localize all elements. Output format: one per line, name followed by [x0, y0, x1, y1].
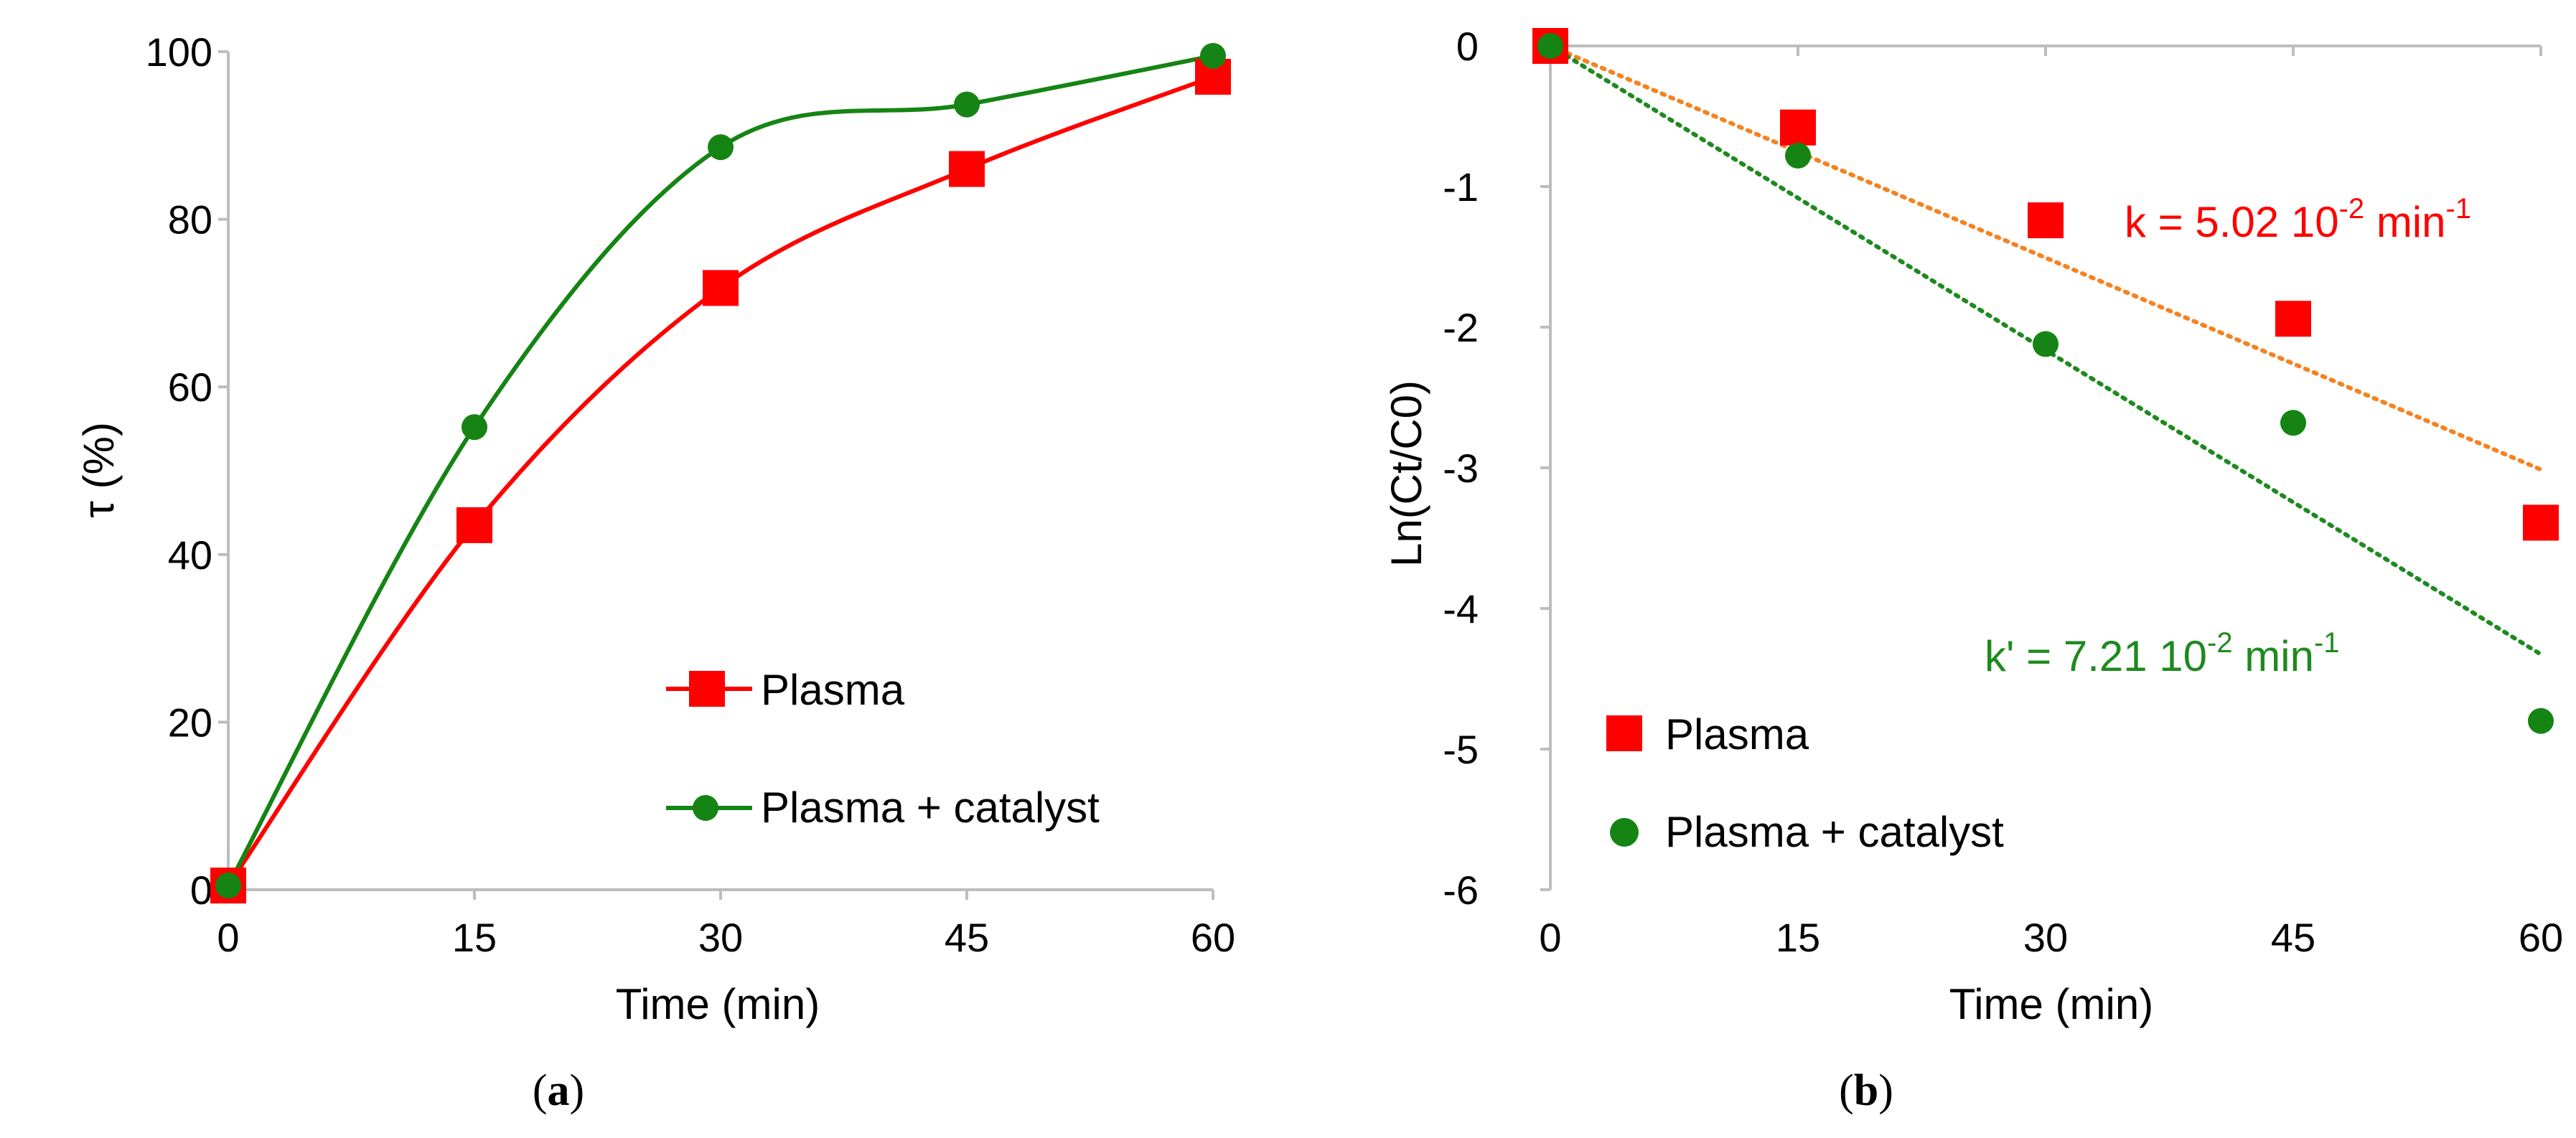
- chart-b-trendline-plasma: [1548, 44, 2543, 472]
- chart-b-point-catalyst: [2528, 707, 2554, 734]
- chart-a-y-ticks: [218, 50, 228, 891]
- chart-b-point-plasma: [2523, 504, 2559, 541]
- chart-b-point-plasma: [2275, 301, 2311, 337]
- chart-a-x-tick-label: 15: [452, 915, 497, 960]
- chart-b-y-tick-label: -5: [1443, 727, 1479, 772]
- chart-a-x-axis-label: Time (min): [616, 980, 820, 1028]
- chart-a-legend-label-plasma: Plasma: [761, 666, 905, 714]
- chart-a-x-ticks: [227, 890, 1214, 900]
- chart-a-legend: Plasma Plasma + catalyst: [666, 666, 1100, 832]
- chart-a-series-line-catalyst: [226, 53, 1214, 887]
- chart-a-legend-label-catalyst: Plasma + catalyst: [761, 784, 1100, 832]
- chart-a-y-axis-label: τ (%): [75, 422, 123, 518]
- chart-b-y-tick-label: -6: [1443, 867, 1479, 913]
- chart-a-y-tick-label: 100: [146, 29, 212, 75]
- chart-b-point-plasma: [1780, 109, 1816, 146]
- chart-a-point-catalyst: [215, 873, 241, 899]
- chart-a-y-tick-labels: 0 20 40 60 80 100: [146, 29, 212, 913]
- chart-a-x-tick-labels: 0 15 30 45 60: [217, 915, 1235, 960]
- chart-b: 0 15 30 45 60 0 -1 -2 -3 -4 -5 -6 k = 5.02 10-2 mi…: [1382, 24, 2563, 1115]
- chart-a-markers: [210, 42, 1231, 904]
- chart-b-y-tick-label: 0: [1456, 24, 1479, 69]
- chart-b-legend: Plasma Plasma + catalyst: [1606, 710, 2004, 856]
- chart-a-point-catalyst: [954, 91, 980, 118]
- chart-b-annotation-plasma: k = 5.02 10-2 min-1: [2125, 193, 2471, 246]
- chart-b-y-axis-label: Ln(Ct/C0): [1382, 380, 1430, 567]
- chart-b-y-tick-label: -2: [1443, 305, 1479, 350]
- chart-b-y-tick-label: -1: [1443, 164, 1479, 210]
- chart-b-x-axis-label: Time (min): [1949, 980, 2153, 1028]
- chart-b-x-tick-label: 60: [2519, 915, 2563, 960]
- chart-a-y-tick-label: 80: [168, 197, 212, 243]
- chart-a-y-tick-label: 40: [168, 532, 212, 578]
- chart-b-point-catalyst: [1785, 142, 1811, 169]
- chart-b-legend-marker-catalyst: [1610, 818, 1639, 847]
- chart-a-y-tick-label: 0: [190, 867, 212, 913]
- chart-b-panel-label: (b): [1839, 1066, 1893, 1115]
- chart-a-x-tick-label: 30: [698, 915, 743, 960]
- chart-b-legend-label-plasma: Plasma: [1665, 710, 1809, 758]
- chart-b-x-tick-label: 15: [1776, 915, 1820, 960]
- chart-b-y-tick-label: -4: [1443, 586, 1479, 631]
- chart-a-point-catalyst: [708, 134, 734, 161]
- chart-a-series-line-plasma: [226, 75, 1214, 887]
- chart-a-point-plasma: [949, 151, 985, 187]
- chart-b-annotation-catalyst: k' = 7.21 10-2 min-1: [1985, 627, 2340, 680]
- chart-a-y-tick-label: 20: [168, 700, 212, 745]
- chart-b-point-catalyst: [2033, 331, 2059, 357]
- chart-a-point-plasma: [456, 507, 492, 543]
- chart-a-panel-label: (a): [533, 1066, 584, 1115]
- chart-b-x-tick-label: 0: [1539, 915, 1561, 960]
- chart-a-point-catalyst: [462, 414, 487, 441]
- chart-b-markers: [1532, 28, 2559, 734]
- chart-b-point-catalyst: [1537, 33, 1563, 59]
- chart-a-lines: [226, 53, 1214, 887]
- chart-b-x-ticks: [1549, 46, 2542, 56]
- chart-a-x-tick-label: 60: [1191, 915, 1235, 960]
- chart-a-legend-marker-plasma: [689, 671, 725, 707]
- chart-b-y-tick-labels: 0 -1 -2 -3 -4 -5 -6: [1443, 24, 1479, 913]
- chart-a-y-tick-label: 60: [168, 365, 212, 410]
- chart-b-legend-marker-plasma: [1606, 715, 1642, 751]
- chart-a-x-tick-label: 45: [945, 915, 989, 960]
- chart-b-point-plasma: [2028, 202, 2064, 239]
- chart-a-legend-marker-catalyst: [693, 795, 718, 821]
- chart-b-point-catalyst: [2280, 410, 2306, 436]
- chart-b-y-ticks: [1540, 44, 1550, 891]
- chart-a-point-plasma: [703, 270, 739, 306]
- chart-a-x-tick-label: 0: [217, 915, 239, 960]
- chart-b-legend-label-catalyst: Plasma + catalyst: [1665, 808, 2004, 856]
- chart-a-point-catalyst: [1200, 42, 1226, 69]
- chart-b-x-tick-labels: 0 15 30 45 60: [1539, 915, 2563, 960]
- chart-b-x-tick-label: 30: [2023, 915, 2068, 960]
- chart-b-y-tick-label: -3: [1443, 446, 1479, 491]
- chart-b-x-tick-label: 45: [2271, 915, 2315, 960]
